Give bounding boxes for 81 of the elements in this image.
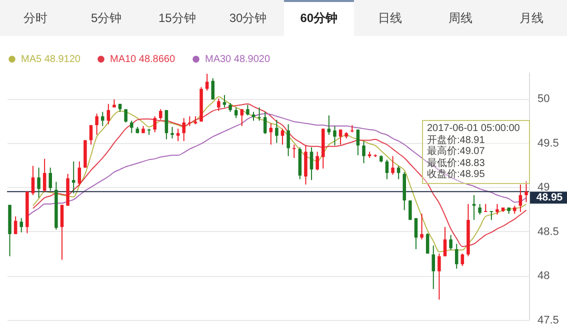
candlestick [31,165,35,196]
candlestick [205,73,209,92]
y-tick-label: 49 [538,182,550,194]
candlestick [420,213,424,240]
legend-label: MA10 48.8660 [110,54,176,66]
candlestick [130,120,134,134]
candlestick [385,159,389,180]
candlestick [327,114,331,136]
candlestick [153,116,156,133]
y-tick-label: 49.5 [538,137,559,150]
candlestick [286,124,290,157]
candlestick [280,128,284,146]
y-tick-label: 47.5 [538,314,559,326]
candlestick [234,106,238,119]
annotation: 最低价:48.83 [427,158,486,169]
candlestick [42,158,46,192]
candlestick [95,113,98,136]
text: 30分钟 [228,10,268,27]
candlestick [188,116,192,127]
annotation: 收盘价:48.95 [427,169,486,180]
candlestick [124,108,128,123]
text: 分时 [22,10,48,27]
annotation: 2017-06-01 05:00:00 [427,123,521,134]
candlestick [391,156,394,176]
text: 15分钟 [158,10,197,27]
candlestick [164,110,168,140]
y-tick-label: 50 [538,93,550,106]
candlestick [211,78,214,100]
candlestick [316,151,319,171]
text: 5分钟 [90,10,123,27]
candlestick [443,226,447,257]
candlestick [426,232,430,254]
candlestick [263,111,267,134]
candlestick [14,216,18,235]
candlestick [292,144,296,158]
candlestick [333,126,336,146]
legend-label: MA30 48.9020 [205,54,270,66]
candlestick [438,253,441,300]
legend-label: MA5 48.9120 [21,54,81,66]
candlestick [246,104,250,116]
candlestick [449,234,452,251]
text: 60分钟 [284,0,354,36]
candlestick [170,126,174,139]
candlestick [414,218,418,250]
candlestick [362,140,366,164]
candlestick [106,103,110,125]
text: 月线 [518,10,545,27]
y-tick-label: 48 [538,270,550,282]
candlestick [258,106,261,122]
candlestick [408,200,412,220]
candlestick [310,146,314,181]
candlestick [159,108,162,120]
candlestick [454,243,458,270]
annotation: 最高价:49.07 [427,146,486,158]
candlestick [478,203,482,216]
candlestick [176,128,180,142]
candlestick [396,165,400,180]
candlestick [275,119,278,144]
ref-line-label: 48.95 [536,192,563,204]
y-tick-label: 48.5 [538,226,559,238]
text: 周线 [448,10,474,27]
candlestick [338,129,342,146]
candlestick [432,245,436,290]
candlestick [518,184,522,212]
candlestick [89,124,93,146]
candlestick [490,210,494,220]
annotation: 开盘价:48.91 [427,134,486,146]
candlestick [496,203,499,216]
candlestick [524,180,528,203]
candlestick [20,218,23,233]
candlestick [182,118,186,142]
candlestick [356,129,360,156]
candlestick [60,204,64,260]
text: 日线 [376,10,403,27]
candlestick [240,108,244,127]
candlestick [37,167,40,198]
candlestick [460,253,464,266]
candlestick [222,94,226,108]
candlestick [48,167,52,192]
candlestick [78,160,82,186]
candlestick [217,98,220,112]
